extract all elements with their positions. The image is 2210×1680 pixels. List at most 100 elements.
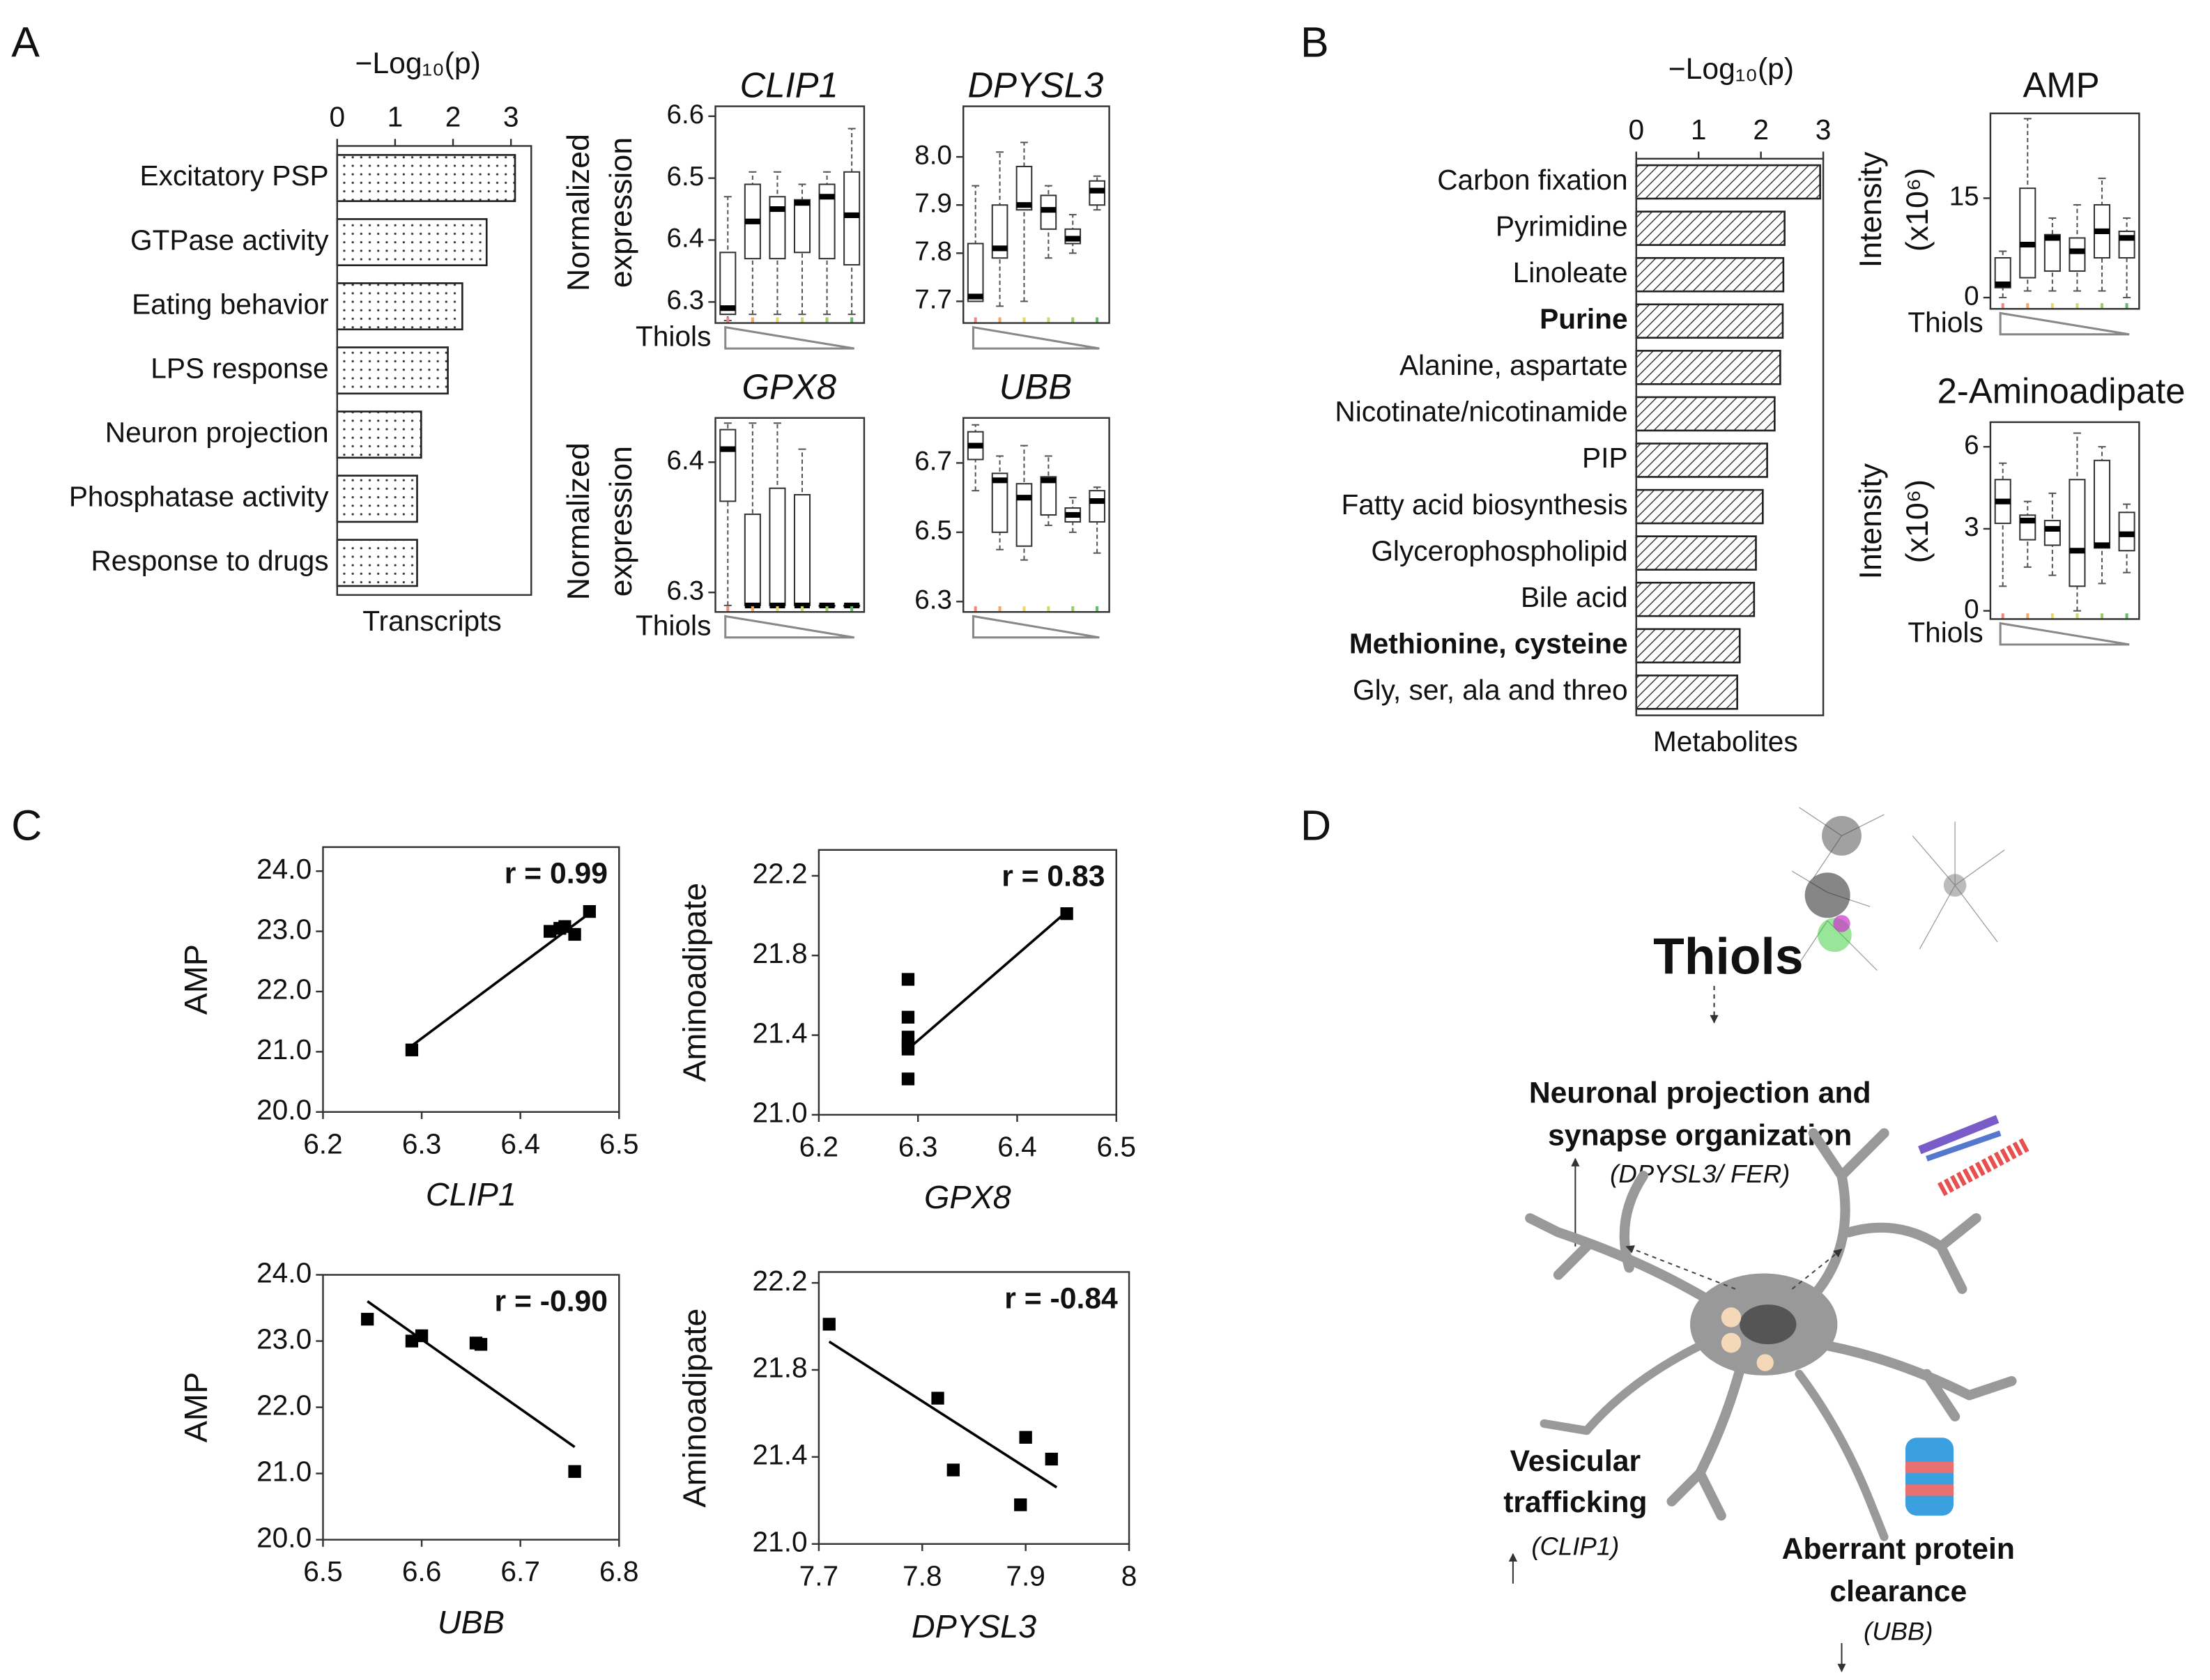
- box: [991, 472, 1008, 533]
- x-axis-title: GPX8: [924, 1179, 1011, 1215]
- y-tick-label: 6.5: [667, 162, 705, 192]
- y-axis-title: Intensity: [1854, 463, 1888, 579]
- y-tick-label: 0: [1964, 281, 1979, 311]
- point: [1014, 1498, 1027, 1511]
- box: [843, 171, 861, 266]
- group-label: Thiols: [1908, 616, 1983, 648]
- point: [1019, 1431, 1032, 1444]
- y-tick-label: 6.7: [914, 447, 952, 477]
- nucleus: [1740, 1304, 1797, 1345]
- annotation: r = 0.99: [505, 857, 608, 891]
- panel-letter: C: [11, 801, 42, 849]
- network-icon: [1792, 807, 2005, 971]
- point: [901, 1042, 915, 1056]
- box: [1040, 476, 1057, 516]
- plot-frame: [818, 1271, 1130, 1545]
- category-label: Alanine, aspartate: [1399, 349, 1628, 381]
- box: [1089, 490, 1105, 523]
- x-tick-label: 0: [329, 101, 345, 133]
- y-tick-label: 22.2: [753, 1265, 808, 1297]
- y-tick-label: 21.0: [256, 1033, 312, 1065]
- diagram-gene: (CLIP1): [1531, 1532, 1619, 1561]
- point: [361, 1313, 374, 1326]
- plot-frame: [1989, 421, 2140, 620]
- point: [901, 973, 915, 986]
- x-tick-label: 6.8: [599, 1555, 639, 1587]
- category-label: Purine: [1540, 303, 1627, 335]
- category-label: Fatty acid biosynthesis: [1341, 488, 1627, 521]
- bar: [1635, 164, 1821, 200]
- x-tick-label: 6.4: [997, 1130, 1037, 1162]
- x-tick-label: 3: [1816, 114, 1832, 146]
- category-label: Bile acid: [1521, 581, 1628, 613]
- y-axis-title: (x10⁶): [1901, 479, 1935, 563]
- box: [1015, 165, 1033, 211]
- category-label: Methionine, cysteine: [1349, 628, 1628, 660]
- diagram-title: Thiols: [1653, 928, 1803, 985]
- plot-frame: [714, 417, 866, 613]
- vesicle: [1756, 1354, 1774, 1371]
- plot-frame: [962, 105, 1110, 324]
- bar: [336, 282, 463, 331]
- y-tick-label: 0: [1964, 594, 1979, 624]
- x-tick-label: 2: [1753, 114, 1769, 146]
- y-tick-label: 23.0: [256, 913, 312, 945]
- diagram-label: synapse organization: [1548, 1119, 1852, 1153]
- x-tick-label: 6.2: [303, 1127, 343, 1159]
- arrow: [1625, 1245, 1736, 1290]
- annotation: r = 0.83: [1002, 860, 1105, 893]
- box-title: 2-Aminoadipate: [1937, 371, 2186, 411]
- bar: [1635, 535, 1757, 571]
- y-tick-label: 6: [1964, 430, 1979, 460]
- y-tick-label: 6.3: [667, 576, 705, 606]
- group-label: Thiols: [1908, 306, 1983, 338]
- point: [568, 927, 581, 941]
- fit-line: [828, 1340, 1058, 1489]
- y-tick-label: 22.2: [753, 858, 808, 890]
- plot-frame: [336, 145, 532, 596]
- y-tick-label: 6.4: [667, 224, 705, 254]
- y-tick-label: 24.0: [256, 853, 312, 885]
- diagram-label: trafficking: [1503, 1486, 1647, 1519]
- x-tick-label: 3: [503, 101, 519, 133]
- box-title: DPYSL3: [967, 65, 1103, 105]
- panel-letter: D: [1300, 801, 1331, 849]
- bar: [336, 346, 449, 395]
- y-axis-title: Normalized: [562, 134, 596, 291]
- y-tick-label: 8.0: [914, 140, 952, 170]
- point: [931, 1392, 944, 1405]
- y-tick-label: 7.7: [914, 285, 952, 315]
- category-label: GTPase activity: [130, 224, 329, 256]
- bar: [1635, 303, 1784, 339]
- point: [946, 1463, 960, 1477]
- y-tick-label: 6.3: [914, 585, 952, 615]
- point: [405, 1334, 419, 1348]
- y-tick-label: 3: [1964, 512, 1979, 542]
- diagram-label: Neuronal projection and: [1529, 1077, 1871, 1110]
- y-axis-title: Aminoadipate: [676, 1309, 712, 1508]
- box: [991, 204, 1008, 259]
- annotation: r = -0.90: [495, 1284, 608, 1318]
- gradient-triangle: [724, 615, 854, 639]
- bar: [336, 539, 418, 587]
- gradient-triangle: [1999, 622, 2130, 646]
- axis-title: −Log₁₀(p): [355, 47, 480, 80]
- x-tick-label: 6.3: [898, 1130, 938, 1162]
- panel-letter: B: [1300, 18, 1329, 65]
- x-tick-label: 2: [445, 101, 461, 133]
- y-tick-label: 7.9: [914, 188, 952, 218]
- bar: [1635, 628, 1741, 664]
- y-tick-label: 6.6: [667, 100, 705, 130]
- x-tick-label: 1: [387, 101, 404, 133]
- point: [558, 920, 571, 933]
- x-tick-label: 6.5: [303, 1555, 343, 1587]
- point: [415, 1329, 429, 1343]
- panel-letter: A: [11, 18, 40, 65]
- box: [2093, 459, 2111, 549]
- y-tick-label: 21.8: [753, 1352, 808, 1384]
- y-tick-label: 7.8: [914, 237, 952, 267]
- vesicle: [1721, 1332, 1742, 1353]
- diagram: Thiols Neuronal projection and synapse o…: [1503, 807, 2029, 1672]
- group-label: Thiols: [636, 609, 711, 641]
- y-tick-label: 21.0: [753, 1097, 808, 1129]
